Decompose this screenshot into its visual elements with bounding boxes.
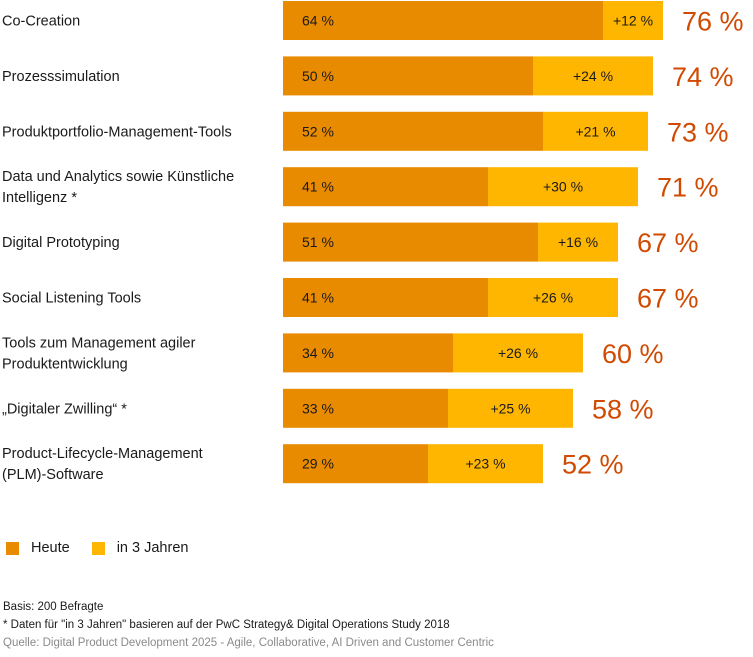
- legend-label-heute: Heute: [31, 540, 70, 556]
- data-label-heute: 34 %: [302, 345, 334, 361]
- bar-in-3-jahren: [488, 278, 618, 317]
- total-label: 76 %: [682, 7, 744, 37]
- category-label: Digital Prototyping: [2, 235, 120, 251]
- bar-heute: [283, 111, 543, 151]
- data-label-in-3-jahren: +21 %: [575, 123, 615, 139]
- category-label: Prozesssimulation: [2, 69, 120, 85]
- total-label: 67 %: [637, 228, 699, 258]
- category-label: Social Listening Tools: [2, 291, 141, 307]
- bar-in-3-jahren: [428, 444, 543, 484]
- total-label: 60 %: [602, 339, 664, 369]
- bar-heute: [283, 222, 538, 262]
- total-label: 73 %: [667, 117, 729, 147]
- legend-item-heute: Heute: [6, 540, 70, 556]
- bar-in-3-jahren: [453, 333, 583, 373]
- category-label: Product-Lifecycle-Management (PLM)-Softwa…: [2, 446, 203, 483]
- data-label-heute: 29 %: [302, 456, 334, 472]
- data-label-heute: 50 %: [302, 68, 334, 84]
- bar-in-3-jahren: [543, 111, 648, 151]
- data-label-in-3-jahren: +26 %: [533, 290, 573, 306]
- bar-in-3-jahren: [538, 222, 618, 262]
- bar-heute: [283, 388, 448, 428]
- bar-heute: [283, 444, 428, 484]
- total-label: 74 %: [672, 62, 734, 92]
- data-label-heute: 52 %: [302, 123, 334, 139]
- stacked-bar-chart: Co-Creation 64 % +12 % 76 % Prozesssimulatio…: [2, 1, 744, 484]
- bar-heute: [283, 167, 488, 207]
- footnote: * Daten für "in 3 Jahren" basieren auf d…: [3, 619, 450, 631]
- bar-in-3-jahren: [448, 388, 573, 428]
- category-label: Co-Creation: [2, 14, 80, 30]
- data-label-in-3-jahren: +25 %: [490, 400, 530, 416]
- category-label: „Digitaler Zwilling“ *: [2, 401, 127, 417]
- basis-note: Basis: 200 Befragte: [3, 601, 104, 613]
- data-label-heute: 41 %: [302, 290, 334, 306]
- data-label-in-3-jahren: +23 %: [465, 456, 505, 472]
- data-label-heute: 41 %: [302, 179, 334, 195]
- bar-heute: [283, 1, 603, 40]
- legend: Heute in 3 Jahren: [6, 540, 210, 556]
- bar-in-3-jahren: [488, 167, 638, 207]
- notes: Basis: 200 Befragte * Daten für "in 3 Ja…: [3, 598, 494, 652]
- category-label: Data und Analytics sowie Künstliche Intel…: [2, 169, 234, 206]
- bar-heute: [283, 56, 533, 96]
- category-label: Produktportfolio-Management-Tools: [2, 124, 232, 140]
- bar-heute: [283, 278, 488, 317]
- data-label-in-3-jahren: +24 %: [573, 68, 613, 84]
- legend-swatch-heute: [6, 541, 19, 555]
- legend-swatch-in-3-jahren: [91, 541, 105, 555]
- data-label-in-3-jahren: +30 %: [543, 179, 583, 195]
- data-label-heute: 33 %: [302, 400, 334, 416]
- data-label-in-3-jahren: +16 %: [558, 234, 598, 250]
- bar-heute: [283, 333, 453, 373]
- bar-in-3-jahren: [603, 1, 663, 40]
- legend-label-in-3-jahren: in 3 Jahren: [116, 540, 189, 556]
- bar-in-3-jahren: [533, 56, 653, 96]
- category-label: Tools zum Management agiler Produktentwic…: [2, 335, 196, 372]
- source-note: Quelle: Digital Product Development 2025…: [3, 637, 494, 649]
- total-label: 52 %: [562, 450, 624, 480]
- data-label-in-3-jahren: +12 %: [613, 13, 653, 29]
- data-label-heute: 51 %: [302, 234, 334, 250]
- data-label-in-3-jahren: +26 %: [498, 345, 538, 361]
- data-label-heute: 64 %: [302, 13, 334, 29]
- total-label: 71 %: [657, 173, 719, 203]
- legend-item-in-3-jahren: in 3 Jahren: [91, 540, 189, 556]
- total-label: 58 %: [592, 394, 654, 424]
- total-label: 67 %: [637, 284, 699, 314]
